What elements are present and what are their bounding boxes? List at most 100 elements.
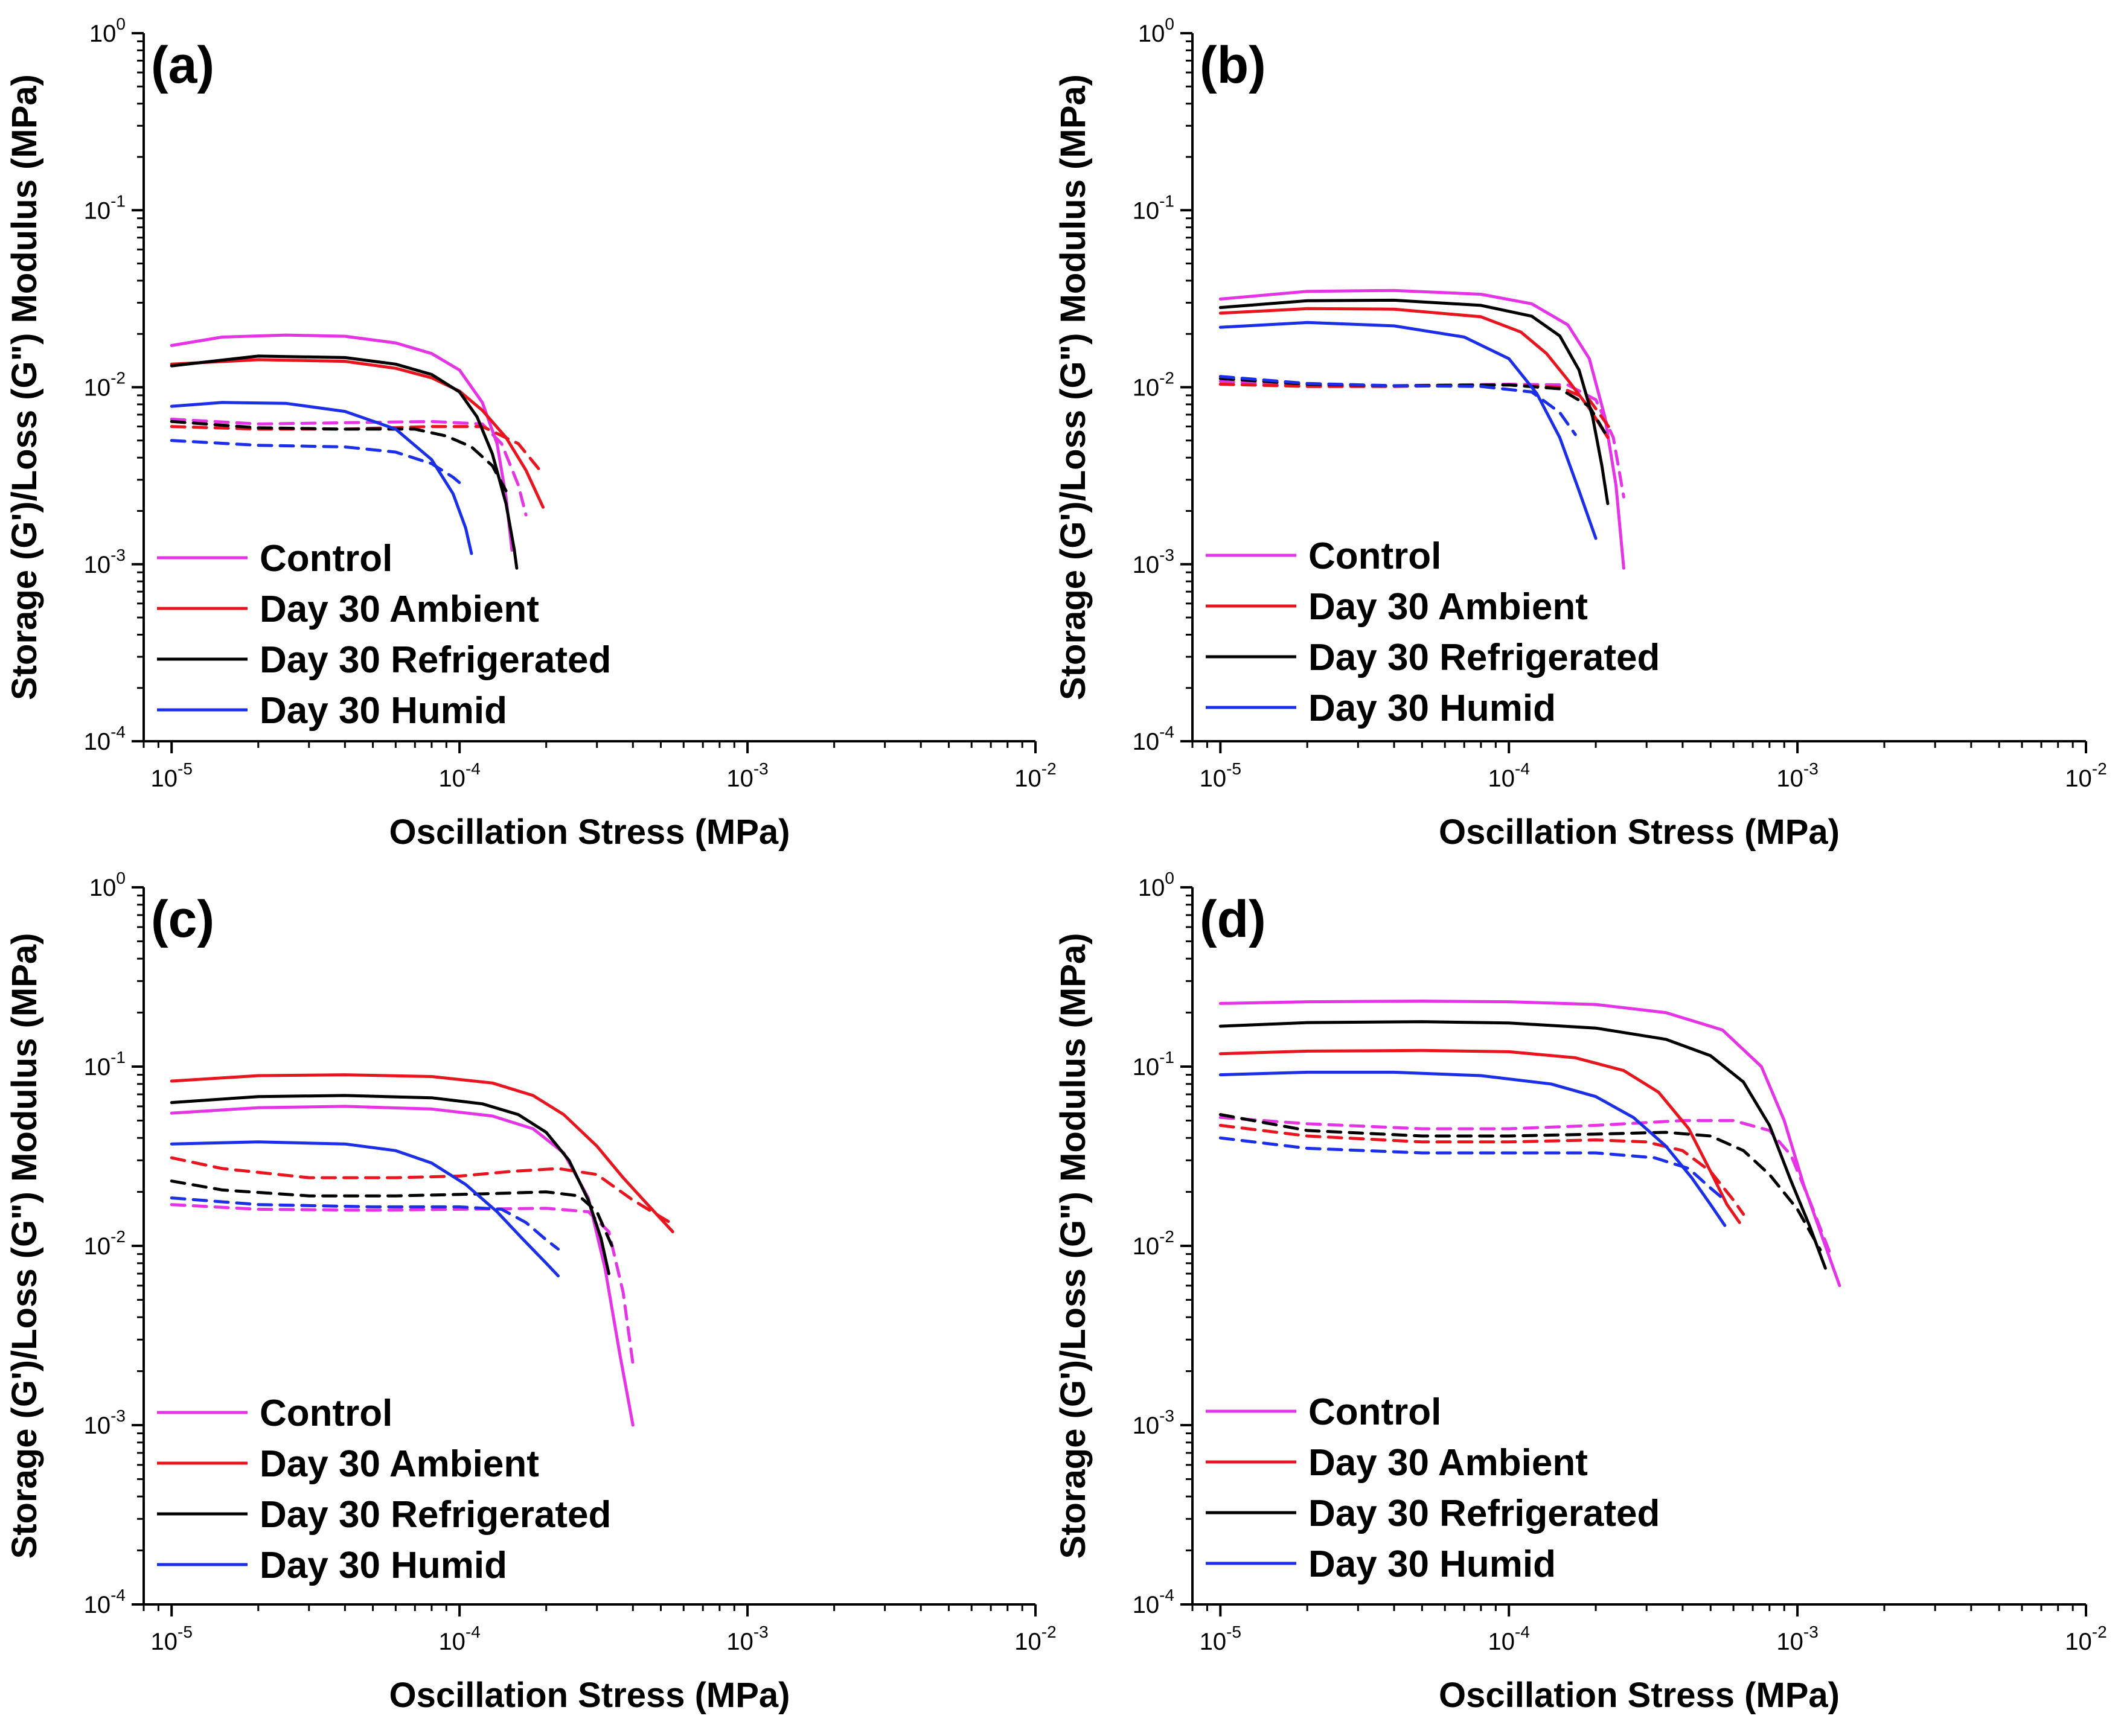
series-day-30-ambient-loss-modulus — [1218, 1123, 1745, 1216]
x-tick-label-base: 10 — [1200, 1629, 1227, 1655]
series-day-30-refrigerated-storage-modulus — [170, 1094, 610, 1275]
y-axis-title: Storage (G')/Loss (G") Modulus (MPa) — [5, 74, 44, 700]
legend: Control Day 30 Ambient Day 30 Refrigerated… — [157, 1393, 611, 1586]
panel-a: 10-5 10-4 10-3 10-210-410-310-210-1100Oscil… — [5, 14, 1057, 852]
x-tick-label: 10-2 — [1014, 759, 1056, 792]
legend: Control Day 30 Ambient Day 30 Refrigerated… — [1206, 1391, 1660, 1585]
y-tick-label-exponent: -1 — [1159, 1048, 1174, 1067]
legend-entry: Control — [260, 538, 392, 579]
x-axis-title: Oscillation Stress (MPa) — [389, 1676, 790, 1715]
series-control-storage-modulus — [170, 1105, 635, 1427]
y-tick-label-base: 10 — [84, 1054, 111, 1080]
x-tick-label-base: 10 — [2065, 765, 2092, 792]
legend-entry: Day 30 Ambient — [260, 1443, 539, 1485]
panel-b: 10-5 10-4 10-3 10-210-410-310-210-1100Oscil… — [1054, 14, 2107, 852]
y-tick-label-exponent: -4 — [1159, 723, 1174, 741]
panel-label: (b) — [1200, 36, 1266, 94]
legend-entry: Day 30 Ambient — [260, 589, 539, 630]
y-tick-label-exponent: -3 — [110, 546, 126, 564]
y-tick-label-exponent: -4 — [110, 723, 126, 741]
y-tick-label: 100 — [89, 869, 126, 901]
y-tick-label-exponent: -1 — [1159, 191, 1174, 210]
x-tick-label-exponent: -4 — [1515, 759, 1530, 778]
x-tick-label: 10-3 — [1776, 1623, 1818, 1655]
series-day-30-refrigerated-loss-modulus — [170, 420, 508, 493]
x-tick-label-exponent: -3 — [753, 1623, 769, 1641]
y-tick-label: 10-2 — [1133, 369, 1174, 401]
x-tick-label-base: 10 — [726, 765, 753, 792]
legend-entry: Day 30 Humid — [1308, 1543, 1556, 1585]
series-control-storage-modulus — [1218, 1000, 1841, 1288]
series-day-30-humid-loss-modulus — [170, 439, 467, 490]
x-tick-label: 10-5 — [151, 1623, 193, 1655]
series-day-30-ambient-loss-modulus — [170, 1156, 677, 1227]
y-tick-label: 10-1 — [84, 191, 126, 224]
x-tick-label-base: 10 — [1776, 765, 1803, 792]
x-tick-label: 10-5 — [1200, 1623, 1241, 1655]
x-tick-label-exponent: -4 — [1515, 1623, 1530, 1641]
legend-entry: Day 30 Humid — [1308, 688, 1556, 729]
y-tick-label: 10-1 — [1133, 191, 1174, 224]
y-tick-label: 10-4 — [1133, 723, 1174, 755]
series-day-30-humid-loss-modulus — [1218, 1136, 1727, 1202]
x-tick-label-exponent: -3 — [1803, 759, 1819, 778]
x-tick-label: 10-4 — [1488, 1623, 1530, 1655]
x-tick-label: 10-2 — [2065, 1623, 2107, 1655]
x-tick-label-exponent: -5 — [178, 759, 193, 778]
y-tick-label-base: 10 — [84, 1233, 111, 1260]
y-tick-label-base: 10 — [1133, 375, 1160, 401]
series-day-30-refrigerated-storage-modulus — [1218, 298, 1610, 505]
y-axis-title: Storage (G')/Loss (G") Modulus (MPa) — [1054, 74, 1093, 700]
x-tick-label: 10-4 — [1488, 759, 1530, 792]
y-tick-label-exponent: -1 — [110, 191, 126, 210]
y-tick-label-exponent: 0 — [116, 14, 126, 33]
legend-entry: Day 30 Refrigerated — [260, 639, 611, 681]
y-tick-label: 10-1 — [1133, 1048, 1174, 1080]
y-tick-label-base: 10 — [1133, 729, 1160, 755]
series-control-storage-modulus — [170, 333, 514, 552]
x-tick-label: 10-3 — [726, 759, 768, 792]
legend: Control Day 30 Ambient Day 30 Refrigerated… — [157, 538, 611, 732]
y-tick-label-base: 10 — [89, 875, 117, 901]
y-tick-label-exponent: -2 — [1159, 1227, 1174, 1246]
x-tick-label-base: 10 — [1488, 765, 1515, 792]
x-tick-label-exponent: -2 — [2092, 1623, 2107, 1641]
y-tick-label: 10-3 — [84, 1406, 126, 1439]
x-tick-label: 10-2 — [2065, 759, 2107, 792]
y-tick-label-base: 10 — [84, 1412, 111, 1439]
series-control-storage-modulus — [1218, 289, 1625, 570]
x-tick-label-exponent: -5 — [1226, 1623, 1241, 1641]
x-tick-label-base: 10 — [438, 765, 465, 792]
x-tick-label-base: 10 — [1014, 1629, 1041, 1655]
x-tick-label-exponent: -5 — [178, 1623, 193, 1641]
series-day-30-refrigerated-loss-modulus — [1218, 377, 1610, 439]
y-tick-label: 100 — [89, 14, 126, 47]
x-tick-label-exponent: -5 — [1226, 759, 1241, 778]
y-axis-title: Storage (G')/Loss (G") Modulus (MPa) — [5, 933, 44, 1559]
legend-entry: Control — [1308, 535, 1441, 577]
panel-c: 10-5 10-4 10-3 10-210-410-310-210-1100Oscil… — [5, 869, 1057, 1715]
series-day-30-humid-loss-modulus — [170, 1196, 560, 1251]
x-tick-label-base: 10 — [726, 1629, 753, 1655]
series-day-30-ambient-storage-modulus — [1218, 1048, 1741, 1224]
series-day-30-ambient-storage-modulus — [1218, 307, 1610, 439]
x-tick-label-exponent: -4 — [465, 1623, 481, 1641]
y-tick-label: 10-3 — [1133, 546, 1174, 578]
x-axis-title: Oscillation Stress (MPa) — [1439, 812, 1840, 852]
y-tick-label-base: 10 — [1133, 1054, 1160, 1080]
series-control-loss-modulus — [170, 417, 528, 517]
series-day-30-refrigerated-storage-modulus — [170, 354, 519, 570]
series-day-30-ambient-storage-modulus — [170, 1073, 674, 1233]
y-tick-label-base: 10 — [1133, 1233, 1160, 1260]
legend-entry: Day 30 Refrigerated — [1308, 1493, 1660, 1534]
x-tick-label-base: 10 — [1776, 1629, 1803, 1655]
y-tick-label: 10-4 — [84, 723, 126, 755]
y-tick-label-exponent: -2 — [1159, 369, 1174, 388]
y-tick-label-exponent: -2 — [110, 1227, 126, 1246]
series-day-30-humid-storage-modulus — [170, 401, 473, 555]
y-tick-label: 10-3 — [84, 546, 126, 578]
x-tick-label: 10-4 — [438, 759, 480, 792]
x-tick-label-base: 10 — [1200, 765, 1227, 792]
legend-entry: Day 30 Humid — [260, 690, 507, 732]
